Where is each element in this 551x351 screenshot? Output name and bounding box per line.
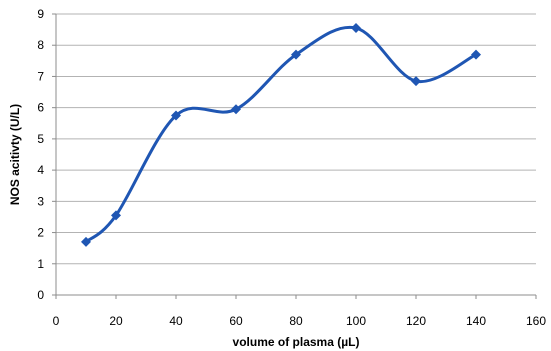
data-point-marker bbox=[471, 49, 481, 60]
data-point-marker bbox=[231, 104, 241, 115]
tick-labels: 0 1 2 3 4 5 6 7 8 9 0 20 40 60 80 100 120 140 160 bbox=[37, 7, 546, 328]
y-tick-label: 4 bbox=[37, 163, 44, 177]
y-tick-label: 0 bbox=[37, 288, 44, 302]
y-tick-label: 1 bbox=[37, 257, 44, 271]
x-tick-label: 20 bbox=[109, 314, 123, 328]
data-series bbox=[81, 23, 481, 247]
data-point-marker bbox=[291, 49, 301, 60]
y-tick-label: 3 bbox=[37, 194, 44, 208]
y-tick-label: 2 bbox=[37, 226, 44, 240]
y-tick-label: 8 bbox=[37, 38, 44, 52]
data-point-marker bbox=[411, 76, 421, 87]
x-axis-title: volume of plasma (µL) bbox=[233, 335, 360, 349]
x-tick-label: 40 bbox=[169, 314, 183, 328]
y-axis-title: NOS acitivty (U/L) bbox=[8, 104, 22, 205]
x-tick-label: 0 bbox=[53, 314, 60, 328]
y-tick-label: 5 bbox=[37, 132, 44, 146]
y-tick-label: 6 bbox=[37, 101, 44, 115]
data-point-marker bbox=[111, 210, 121, 221]
x-tick-label: 80 bbox=[289, 314, 303, 328]
data-point-marker bbox=[171, 110, 181, 121]
axes bbox=[52, 13, 537, 299]
x-tick-label: 60 bbox=[229, 314, 243, 328]
data-point-marker bbox=[81, 236, 91, 247]
y-tick-label: 7 bbox=[37, 69, 44, 83]
x-tick-label: 140 bbox=[466, 314, 486, 328]
series-line bbox=[85, 25, 477, 244]
gridlines bbox=[56, 13, 536, 265]
data-point-marker bbox=[351, 23, 361, 34]
x-tick-label: 100 bbox=[346, 314, 366, 328]
x-tick-label: 160 bbox=[526, 314, 546, 328]
y-tick-label: 9 bbox=[37, 7, 44, 21]
x-tick-label: 120 bbox=[406, 314, 426, 328]
